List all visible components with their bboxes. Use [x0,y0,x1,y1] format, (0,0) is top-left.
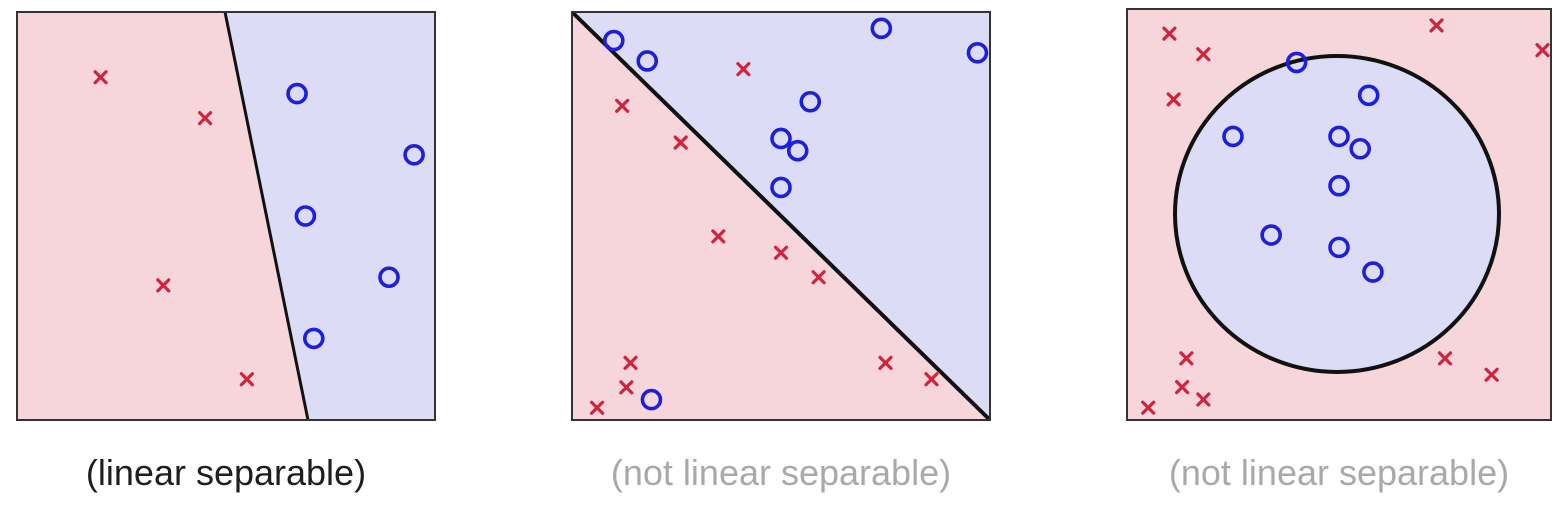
cross-point [1162,26,1177,41]
cross-point [1429,18,1444,33]
circle-point [870,17,893,40]
cross-point [1166,92,1181,107]
panel-frame [16,11,436,421]
cross-point [623,355,638,370]
cross-point [93,70,108,85]
blue-region [225,12,435,420]
cross-point [589,400,605,415]
circle-point [770,176,792,199]
cross-point [1535,42,1550,58]
panel-circular-boundary [1126,8,1552,421]
circle-point [1222,125,1244,148]
circle-point [640,388,663,411]
circle-point [302,327,325,350]
cross-point [1196,392,1211,407]
circle-point [1260,224,1282,246]
cross-point [1179,351,1194,366]
cross-point [878,355,893,370]
circle-point [378,266,400,289]
cross-point [673,135,688,150]
circle-point [1328,174,1350,197]
decision-boundary-diagonal [570,10,992,422]
cross-point [1175,380,1190,395]
cross-point [1141,400,1156,415]
cross-point [773,245,789,260]
panel-frame [571,11,991,421]
caption-linear-separable: (linear separable) [85,452,367,493]
circle-point [1349,137,1371,160]
cross-point [736,62,751,77]
cross-point [924,372,939,387]
cross-point [711,229,726,244]
circle-point [294,205,317,227]
cross-point [198,110,213,126]
panel-linear-separable [16,11,436,421]
cross-point [1484,367,1499,382]
cross-point [1437,351,1453,366]
circle-point [403,144,425,166]
circle-point [966,41,989,64]
circle-point [1362,261,1384,283]
caption-not-linear-separable-diagonal: (not linear separable) [610,452,952,493]
panel-frame [1126,8,1552,421]
circle-point [786,139,809,162]
cross-point [615,98,630,113]
cross-point [156,278,171,293]
decision-boundary-line [223,11,310,421]
cross-point [1196,47,1211,62]
circle-point [602,29,625,52]
caption-not-linear-separable-circle: (not linear separable) [1168,452,1510,493]
circle-point [1285,51,1308,74]
decision-boundary-circle [1173,54,1501,374]
circle-point [770,127,792,150]
circle-point [799,90,822,113]
circle-point [1328,236,1350,259]
circle-point [286,82,308,105]
circle-point [636,50,659,72]
circle-point [1328,125,1350,148]
panel-diagonal-boundary [570,10,992,422]
cross-point [239,372,254,387]
circle-point [1357,84,1380,107]
cross-point [619,380,634,395]
cross-point [811,270,826,285]
